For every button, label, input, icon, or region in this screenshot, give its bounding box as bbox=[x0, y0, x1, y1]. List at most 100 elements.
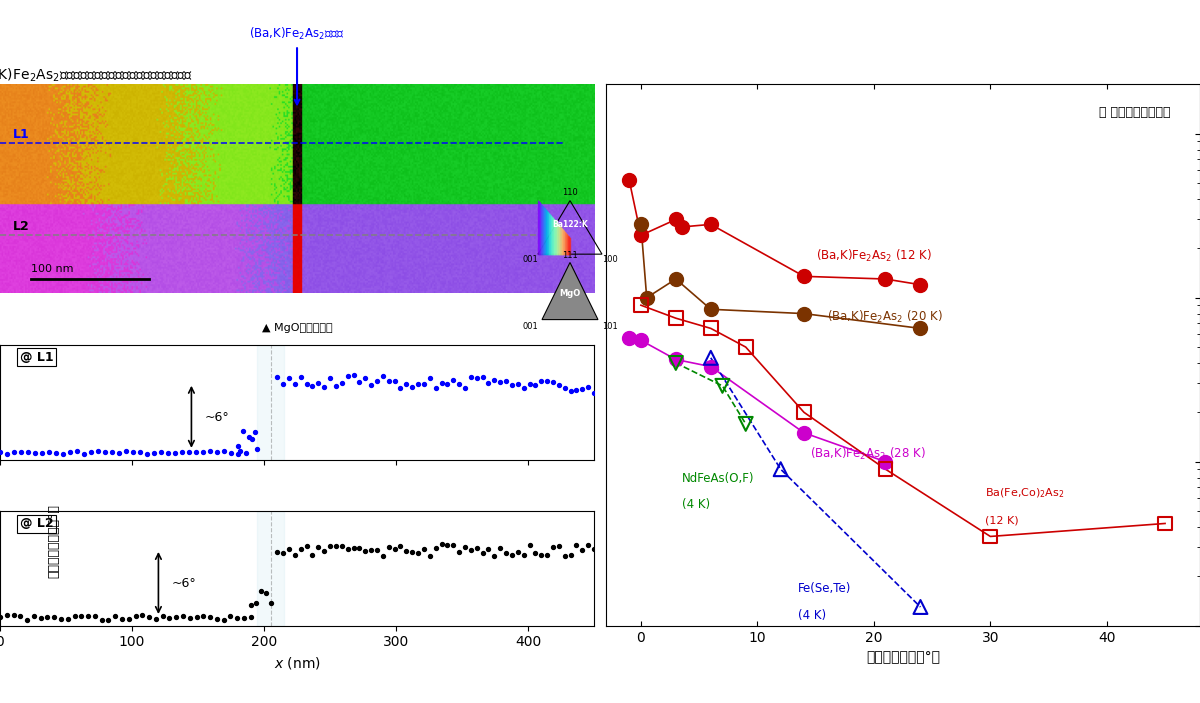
Point bbox=[1156, 518, 1175, 529]
Point bbox=[241, 612, 260, 623]
Point bbox=[701, 304, 720, 315]
Point bbox=[248, 443, 268, 454]
Point bbox=[556, 382, 575, 393]
Point bbox=[95, 446, 114, 458]
Text: L1: L1 bbox=[12, 128, 29, 141]
Point bbox=[296, 378, 316, 389]
Point bbox=[200, 611, 220, 622]
Point bbox=[980, 531, 1000, 542]
Point bbox=[31, 612, 50, 624]
Point bbox=[538, 550, 557, 561]
Point bbox=[911, 601, 930, 612]
Text: Ba122:K: Ba122:K bbox=[552, 220, 588, 228]
Point bbox=[491, 376, 510, 387]
Point bbox=[106, 610, 125, 621]
Point bbox=[566, 539, 586, 550]
Point bbox=[426, 382, 445, 394]
Point bbox=[503, 380, 522, 391]
Point bbox=[251, 585, 270, 596]
Text: L2: L2 bbox=[12, 219, 29, 233]
Point bbox=[455, 382, 474, 394]
Point bbox=[154, 610, 173, 621]
Point bbox=[280, 373, 299, 384]
Point bbox=[25, 448, 44, 459]
Text: 001: 001 bbox=[522, 255, 538, 264]
Point bbox=[241, 599, 260, 610]
Point bbox=[52, 614, 71, 625]
Point bbox=[332, 541, 352, 552]
Point bbox=[520, 539, 539, 550]
Point bbox=[296, 540, 316, 551]
Point bbox=[137, 448, 156, 459]
Point bbox=[444, 375, 463, 386]
Point bbox=[385, 375, 404, 386]
Point bbox=[666, 357, 685, 368]
Point bbox=[538, 375, 557, 387]
X-axis label: 結晶のずれ角（°）: 結晶のずれ角（°） bbox=[866, 650, 940, 664]
Point bbox=[373, 371, 392, 382]
Point bbox=[174, 610, 193, 621]
Point bbox=[160, 612, 179, 623]
Point bbox=[584, 387, 604, 399]
Text: (Ba,K)Fe$_2$As$_2$ (20 K): (Ba,K)Fe$_2$As$_2$ (20 K) bbox=[827, 309, 943, 325]
Point bbox=[302, 380, 322, 392]
Point bbox=[0, 612, 10, 623]
Point bbox=[666, 273, 685, 285]
Point bbox=[736, 342, 755, 353]
Point bbox=[385, 543, 404, 554]
Point bbox=[560, 386, 580, 397]
Point bbox=[479, 378, 498, 389]
Point bbox=[338, 543, 358, 555]
Point bbox=[208, 446, 227, 458]
Point bbox=[438, 539, 457, 550]
Point bbox=[467, 373, 486, 384]
Text: Ba(Fe,Co)$_2$As$_2$: Ba(Fe,Co)$_2$As$_2$ bbox=[984, 486, 1064, 500]
Point bbox=[32, 448, 52, 459]
Point bbox=[60, 446, 79, 458]
Point bbox=[119, 613, 138, 624]
Point bbox=[461, 544, 480, 555]
Point bbox=[338, 370, 358, 382]
Point bbox=[187, 612, 206, 623]
Point bbox=[98, 614, 118, 625]
Point bbox=[420, 373, 439, 384]
Point bbox=[713, 380, 732, 392]
Point bbox=[320, 372, 340, 383]
Point bbox=[414, 378, 433, 389]
Point bbox=[167, 611, 186, 622]
Point bbox=[326, 541, 346, 552]
Text: 結晶のずれ角度（°）: 結晶のずれ角度（°） bbox=[48, 504, 60, 579]
Point bbox=[414, 543, 433, 555]
Point bbox=[361, 544, 380, 555]
Point bbox=[526, 380, 545, 391]
Text: ＊ 無磁場下での測定: ＊ 無磁場下での測定 bbox=[1099, 106, 1170, 119]
Point bbox=[344, 542, 364, 553]
Point bbox=[85, 610, 104, 621]
Point bbox=[367, 375, 386, 386]
Point bbox=[397, 545, 416, 556]
Point bbox=[286, 549, 305, 560]
Point bbox=[631, 219, 650, 230]
Point bbox=[876, 273, 895, 285]
Point bbox=[0, 610, 17, 621]
Point bbox=[432, 377, 451, 388]
Point bbox=[450, 378, 469, 389]
Point bbox=[572, 384, 592, 395]
Point bbox=[208, 613, 227, 624]
Point bbox=[228, 440, 247, 451]
Point bbox=[432, 538, 451, 550]
Point bbox=[631, 299, 650, 311]
Point bbox=[514, 382, 533, 394]
Point bbox=[514, 549, 533, 560]
Point bbox=[426, 543, 445, 554]
Text: (Ba,K)Fe$_2$As$_2$の粒界: (Ba,K)Fe$_2$As$_2$の粒界 bbox=[250, 27, 344, 104]
Point bbox=[116, 446, 136, 457]
Point bbox=[566, 385, 586, 396]
Point bbox=[631, 230, 650, 241]
Point bbox=[256, 588, 275, 599]
Point bbox=[214, 614, 233, 626]
Text: 111: 111 bbox=[562, 251, 578, 259]
Point bbox=[391, 382, 410, 394]
Point bbox=[701, 323, 720, 334]
Point bbox=[794, 308, 814, 319]
